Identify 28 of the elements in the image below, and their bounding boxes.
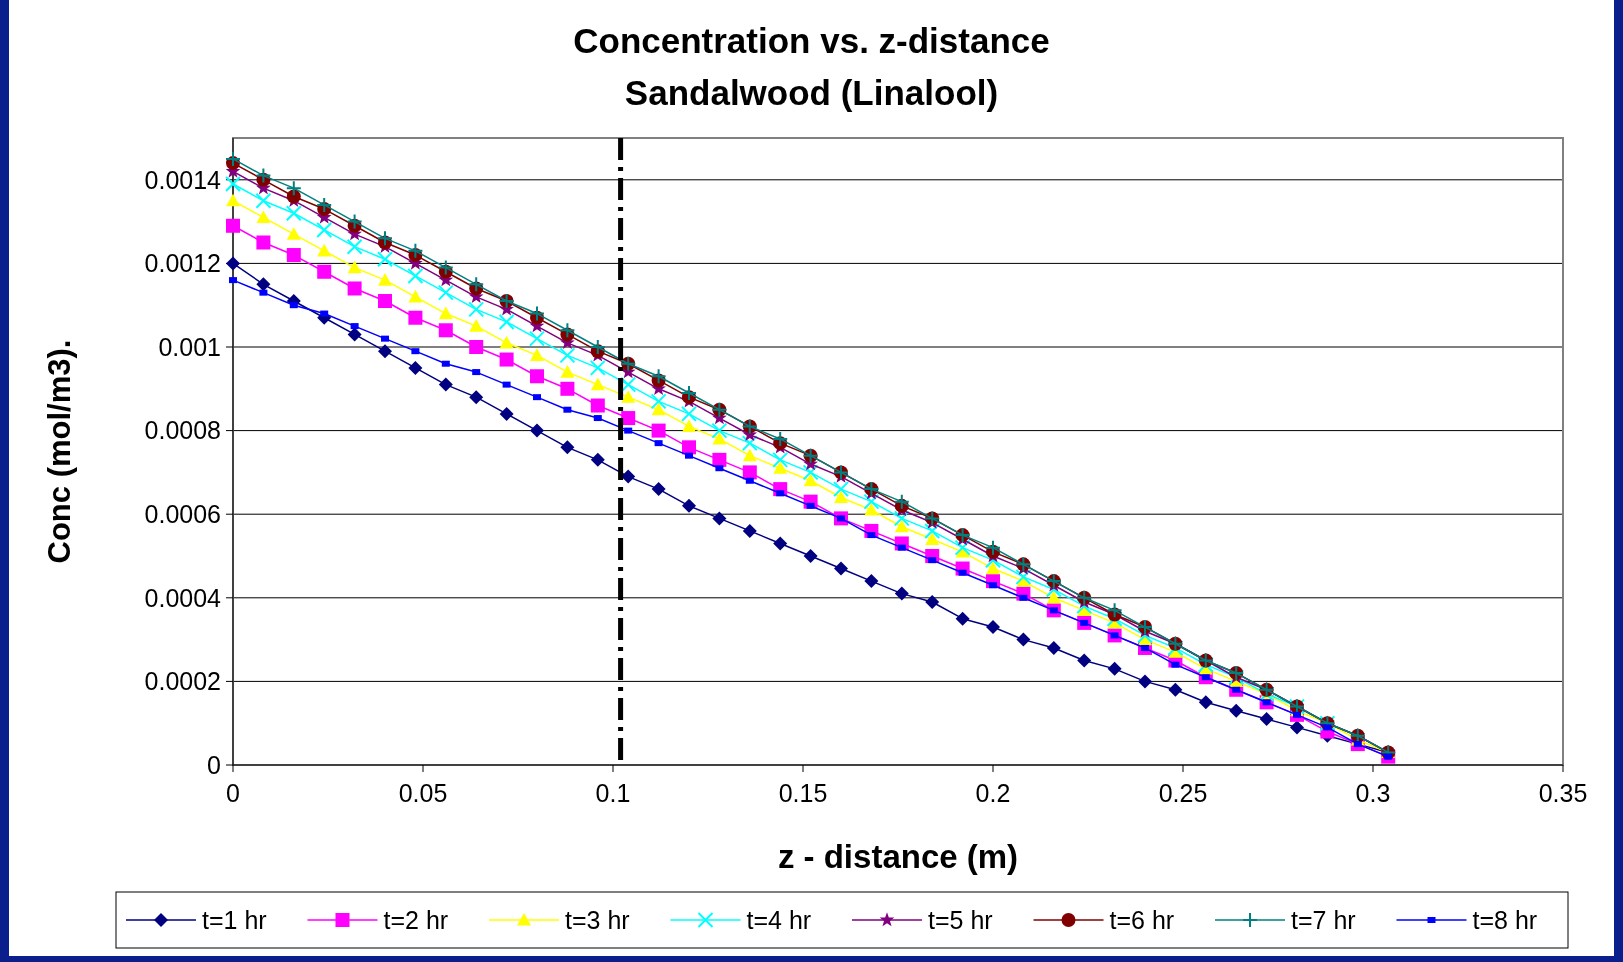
x-tick-label: 0.3	[1355, 779, 1391, 807]
y-tick-label: 0	[207, 750, 221, 779]
y-axis-title: Conc (mol/m3).	[42, 339, 77, 564]
x-tick-label: 0.25	[1158, 779, 1208, 807]
y-tick-label: 0.0014	[144, 165, 222, 194]
y-tick-label: 0.001	[158, 332, 221, 361]
y-tick-label: 0.0006	[144, 499, 221, 528]
x-tick-label: 0.35	[1538, 779, 1588, 807]
legend-label: t=3 hr	[565, 905, 630, 934]
y-tick-label: 0.0012	[144, 249, 221, 278]
legend-label: t=2 hr	[383, 905, 449, 934]
legend-label: t=7 hr	[1291, 905, 1356, 934]
chart-subtitle: Sandalwood (Linalool)	[624, 73, 999, 112]
x-tick-label: 0	[226, 779, 240, 807]
legend-label: t=4 hr	[746, 905, 812, 934]
legend-label: t=6 hr	[1109, 905, 1175, 934]
x-tick-label: 0.15	[778, 779, 828, 807]
y-tick-label: 0.0002	[144, 667, 221, 696]
x-axis-title: z - distance (m)	[777, 838, 1019, 875]
x-tick-label: 0.2	[975, 779, 1011, 807]
legend-label: t=8 hr	[1472, 905, 1538, 934]
legend-label: t=1 hr	[202, 905, 267, 934]
x-tick-label: 0.1	[595, 779, 631, 807]
legend-label: t=5 hr	[928, 905, 993, 934]
y-tick-label: 0.0008	[144, 416, 221, 445]
y-tick-label: 0.0004	[144, 583, 222, 612]
x-tick-label: 0.05	[398, 779, 448, 807]
chart-title: Concentration vs. z-distance	[573, 21, 1050, 60]
